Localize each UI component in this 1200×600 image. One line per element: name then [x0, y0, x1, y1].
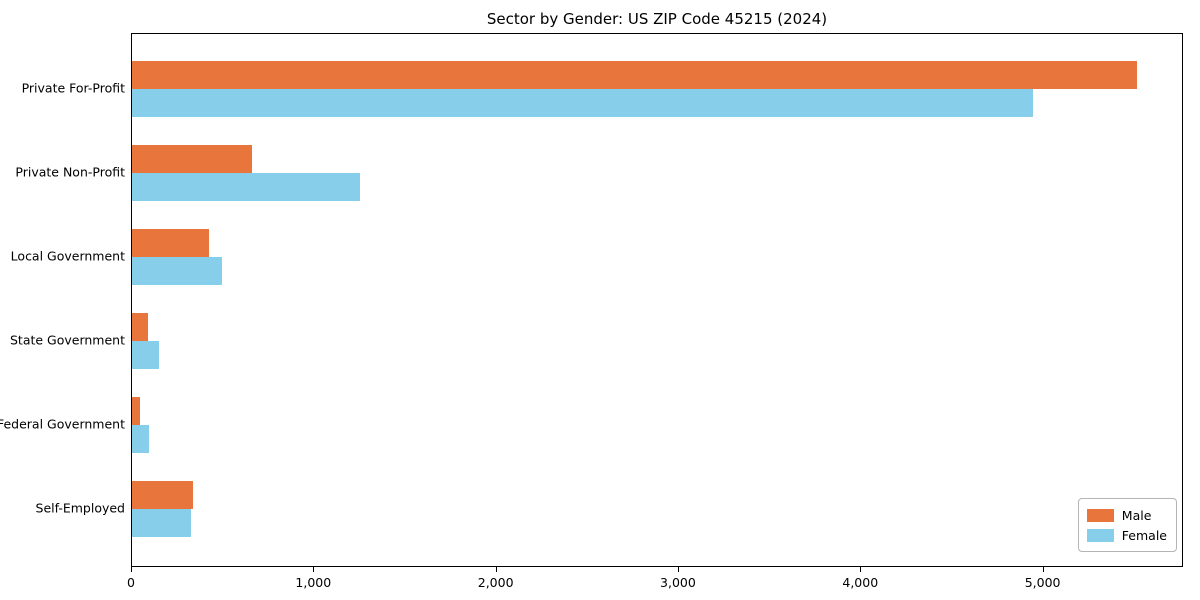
plot-area: Male Female	[131, 33, 1183, 567]
x-tick-label: 5,000	[1024, 575, 1061, 590]
x-tick-mark	[1042, 567, 1044, 572]
chart-title: Sector by Gender: US ZIP Code 45215 (202…	[486, 10, 828, 28]
y-tick-label: Private For-Profit	[21, 80, 125, 96]
y-tick-label: Self-Employed	[35, 500, 125, 516]
bar-female-2	[132, 173, 360, 201]
x-tick-label: 2,000	[477, 575, 514, 590]
bar-male-2	[132, 145, 253, 173]
bar-female-6	[132, 509, 192, 537]
legend-item-male: Male	[1086, 505, 1167, 525]
legend-item-female: Female	[1086, 525, 1167, 545]
bar-female-3	[132, 257, 223, 285]
x-tick-mark	[313, 567, 315, 572]
legend-swatch-male	[1086, 508, 1114, 522]
x-tick-label: 1,000	[295, 575, 332, 590]
y-tick-label: State Government	[9, 332, 125, 348]
x-tick-label: 3,000	[660, 575, 696, 590]
y-tick-label: Private Non-Profit	[15, 164, 125, 180]
legend-label: Female	[1121, 527, 1167, 543]
legend: Male Female	[1077, 498, 1177, 552]
x-tick-label: 0	[127, 575, 135, 590]
y-tick-label: Local Government	[10, 248, 125, 264]
bar-female-4	[132, 341, 160, 369]
bar-female-5	[132, 425, 150, 453]
bar-male-3	[132, 229, 210, 257]
bar-male-6	[132, 481, 194, 509]
bar-male-5	[132, 397, 141, 425]
bar-female-1	[132, 89, 1033, 117]
x-tick-mark	[860, 567, 862, 572]
legend-swatch-female	[1086, 528, 1114, 542]
y-tick-label: Federal Government	[0, 416, 125, 432]
x-tick-mark	[131, 567, 132, 572]
bar-male-4	[132, 313, 149, 341]
bar-male-1	[132, 61, 1137, 89]
x-tick-mark	[677, 567, 679, 572]
legend-label: Male	[1121, 507, 1152, 523]
x-tick-label: 4,000	[842, 575, 879, 590]
x-tick-mark	[495, 567, 497, 572]
